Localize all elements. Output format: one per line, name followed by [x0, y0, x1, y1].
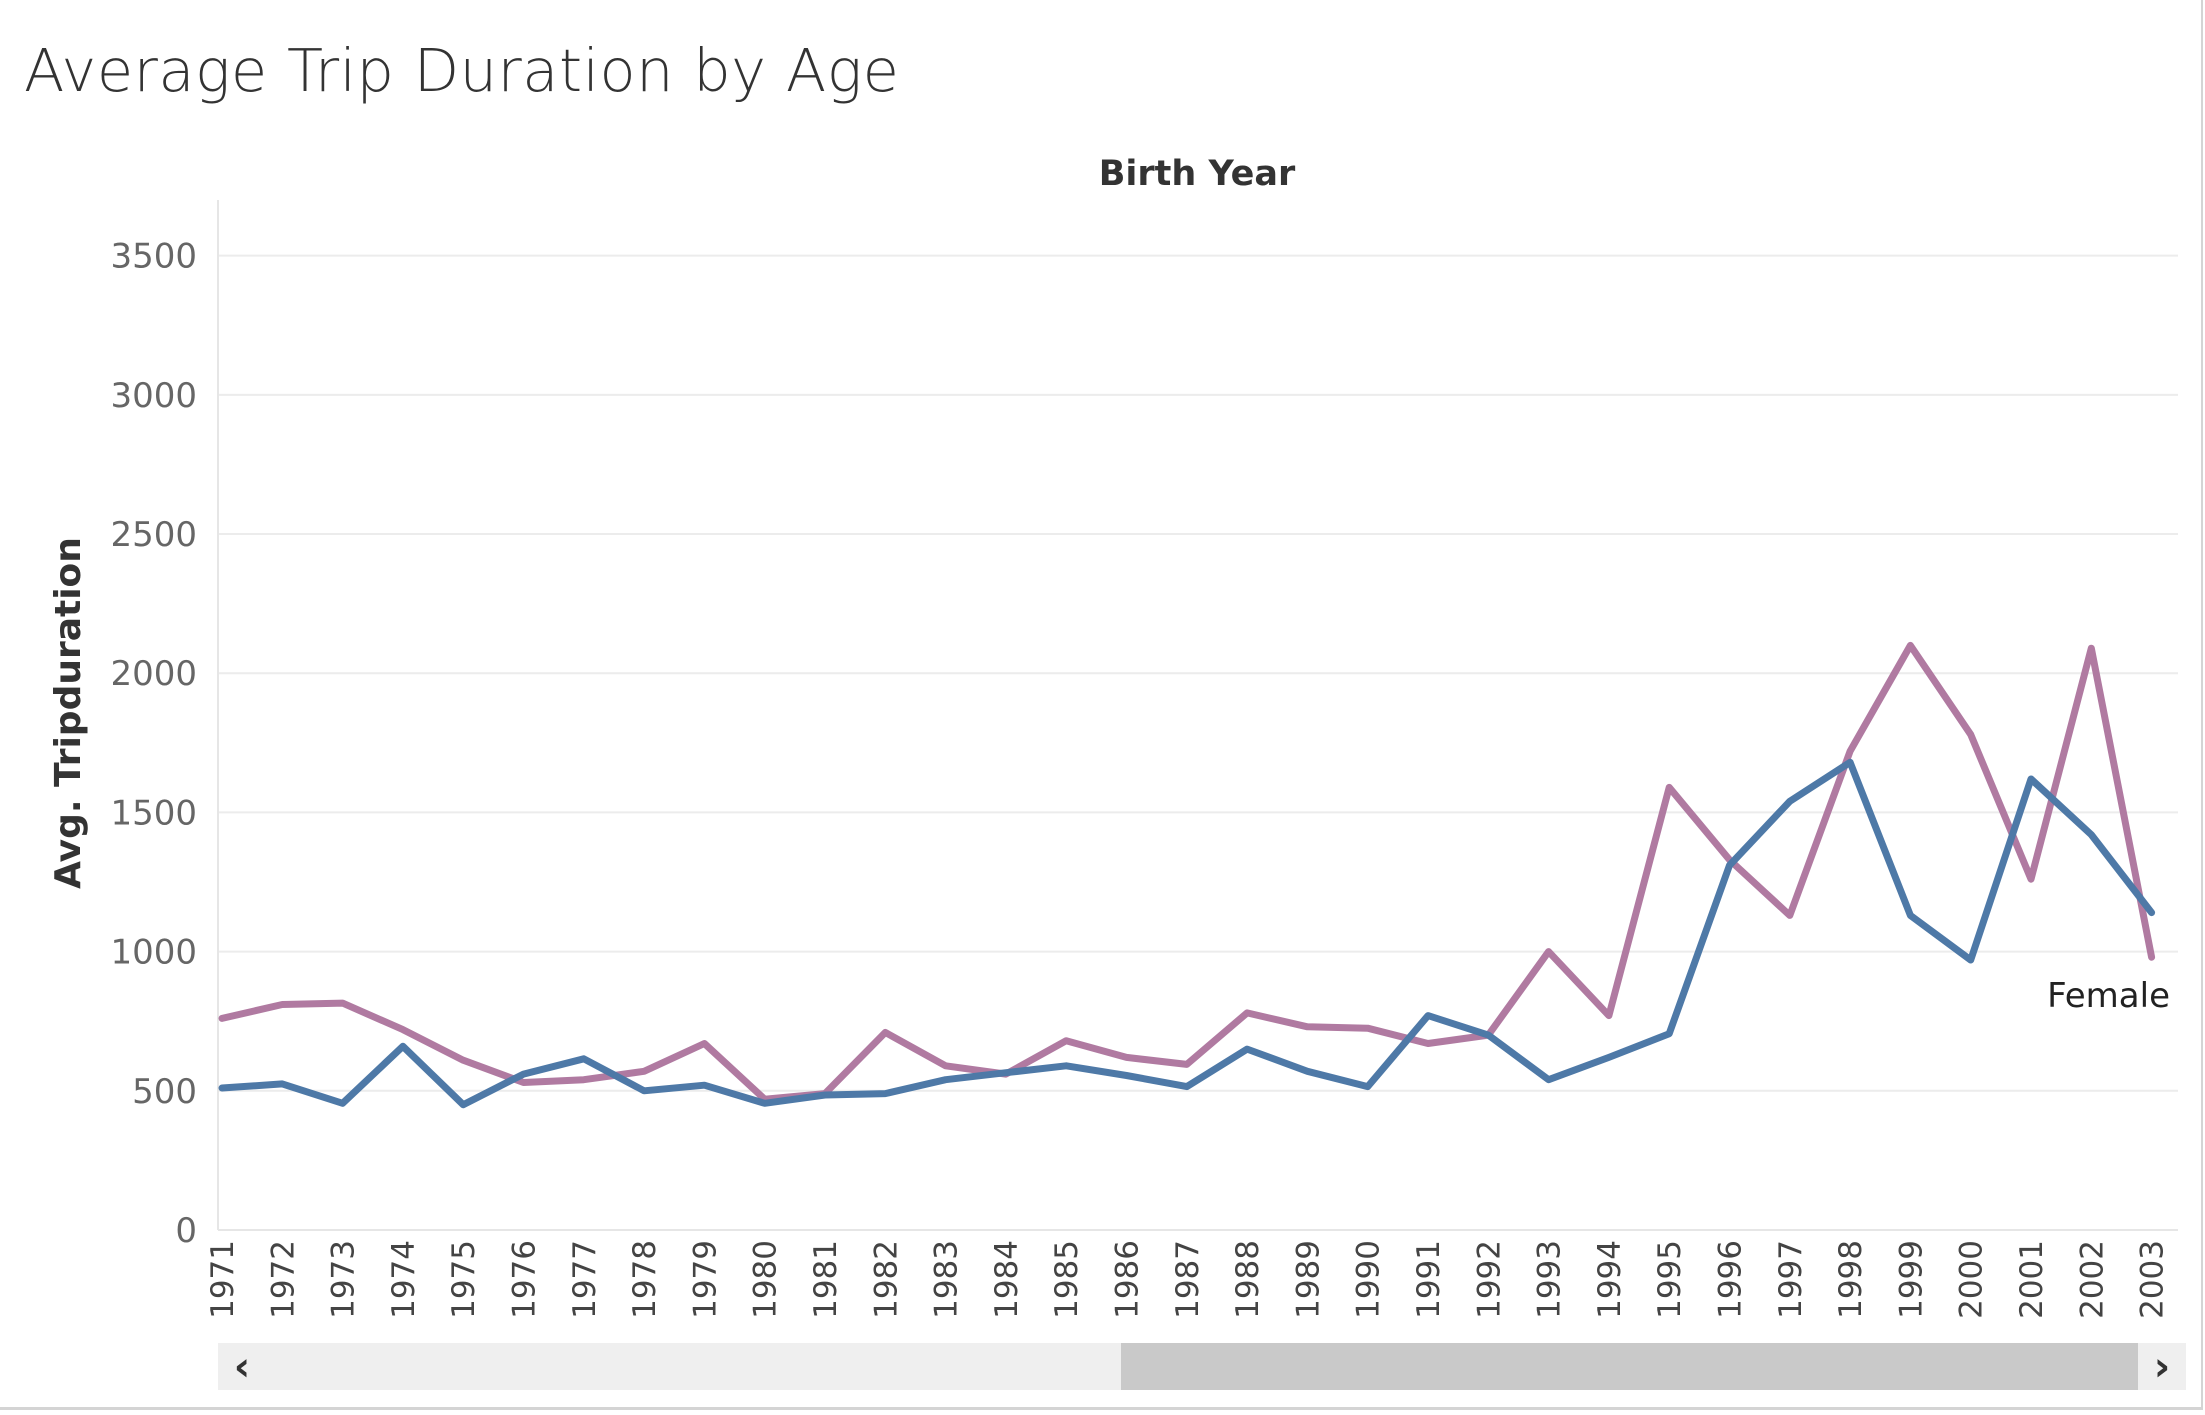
horizontal-scrollbar[interactable]: ‹ › [218, 1343, 2186, 1390]
x-tick-label: 1984 [989, 1240, 1025, 1319]
gridlines [218, 254, 2178, 1092]
series-line-2 [218, 758, 2156, 1109]
x-tick-label: 1971 [205, 1240, 241, 1319]
x-tick-label: 1990 [1351, 1240, 1387, 1319]
x-tick-label: 1995 [1652, 1240, 1688, 1319]
line-chart: Birth Year Avg. Tripduration 0 500 1000 150… [48, 154, 2178, 1319]
x-tick-label: 1975 [446, 1240, 482, 1319]
scroll-right-arrow-icon[interactable]: › [2138, 1343, 2186, 1390]
scrollbar-thumb[interactable] [1121, 1343, 2138, 1390]
x-tick-label: 1997 [1773, 1240, 1809, 1319]
x-tick-label: 2002 [2074, 1240, 2110, 1319]
x-tick-label: 1982 [868, 1240, 904, 1319]
x-tick-label: 2000 [1954, 1240, 1990, 1319]
x-tick-label: 1987 [1170, 1240, 1206, 1319]
x-tick-label: 1994 [1592, 1240, 1628, 1319]
y-axis-title: Avg. Tripduration [48, 537, 89, 889]
x-tick-label: 1980 [748, 1240, 784, 1319]
y-tick-label: 1500 [110, 793, 197, 833]
y-tick-label: 3000 [110, 376, 197, 416]
x-tick-label: 1992 [1471, 1240, 1507, 1319]
x-tick-labels: 1971 1972 1973 1974 1975 1976 1977 1978 1979 1980… [205, 1240, 2171, 1319]
x-tick-label: 1999 [1893, 1240, 1929, 1319]
x-tick-label: 1998 [1833, 1240, 1869, 1319]
series-line-1 [218, 641, 2156, 1103]
y-tick-labels: 0 500 1000 1500 2000 2500 3000 3500 [110, 237, 197, 1251]
x-tick-label: 1981 [808, 1240, 844, 1319]
y-tick-label: 1000 [110, 933, 197, 973]
x-tick-label: 1974 [386, 1240, 422, 1319]
series-lines [218, 641, 2156, 1109]
y-tick-label: 500 [132, 1072, 197, 1112]
y-tick-label: 3500 [110, 237, 197, 277]
x-tick-label: 1993 [1532, 1240, 1568, 1319]
column-header: Birth Year [1099, 154, 1296, 194]
x-tick-label: 1977 [567, 1240, 603, 1319]
x-tick-label: 1991 [1411, 1240, 1447, 1319]
x-tick-label: 1985 [1049, 1240, 1085, 1319]
x-tick-label: 1986 [1110, 1240, 1146, 1319]
x-tick-label: 1979 [687, 1240, 723, 1319]
x-tick-label: 1996 [1713, 1240, 1749, 1319]
y-tick-label: 2000 [110, 654, 197, 694]
y-tick-label: 2500 [110, 515, 197, 555]
x-tick-label: 2001 [2014, 1240, 2050, 1319]
x-tick-label: 1989 [1290, 1240, 1326, 1319]
scroll-left-arrow-icon[interactable]: ‹ [233, 1343, 251, 1390]
chart-title: Average Trip Duration by Age [24, 36, 900, 105]
y-tick-label: 0 [175, 1211, 197, 1251]
x-tick-label: 2003 [2135, 1240, 2171, 1319]
x-tick-label: 1973 [326, 1240, 362, 1319]
x-tick-label: 1988 [1230, 1240, 1266, 1319]
x-tick-label: 1978 [627, 1240, 663, 1319]
x-tick-label: 1983 [929, 1240, 965, 1319]
x-tick-label: 1972 [265, 1240, 301, 1319]
series-label-female: Female [2047, 976, 2170, 1016]
x-tick-label: 1976 [507, 1240, 543, 1319]
